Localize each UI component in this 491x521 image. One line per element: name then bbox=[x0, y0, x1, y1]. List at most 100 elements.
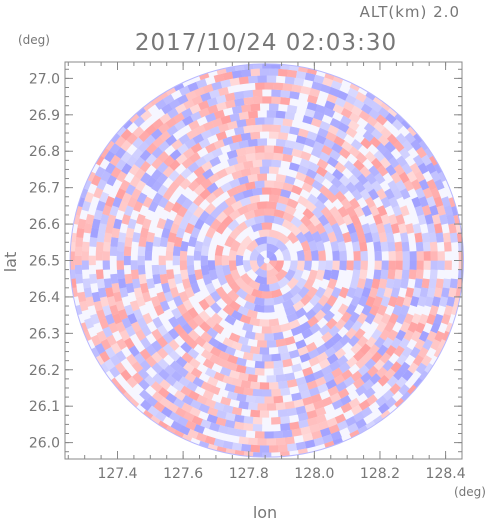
echo-cell bbox=[102, 204, 112, 216]
echo-cell bbox=[426, 178, 437, 191]
echo-cell bbox=[418, 196, 429, 208]
echo-cell bbox=[287, 69, 298, 78]
x-tick-label: 128.2 bbox=[360, 466, 400, 482]
echo-cell bbox=[441, 196, 451, 208]
echo-cell bbox=[372, 296, 383, 308]
echo-cell bbox=[439, 214, 449, 225]
echo-cell bbox=[311, 430, 323, 440]
echo-cell bbox=[254, 367, 265, 376]
echo-cell bbox=[332, 103, 345, 115]
echo-cell bbox=[205, 226, 217, 239]
echo-cell bbox=[258, 229, 270, 238]
echo-cell bbox=[314, 199, 327, 212]
echo-cell bbox=[399, 321, 411, 334]
echo-cell bbox=[159, 112, 172, 125]
echo-cell bbox=[289, 421, 300, 431]
echo-cell bbox=[135, 295, 146, 308]
echo-cell bbox=[297, 412, 309, 422]
echo-cell bbox=[238, 400, 249, 410]
echo-cell bbox=[392, 205, 403, 217]
echo-cell bbox=[206, 414, 218, 424]
echo-cell bbox=[259, 410, 270, 418]
echo-cell bbox=[430, 260, 438, 271]
echo-cell bbox=[173, 236, 183, 248]
echo-cell bbox=[145, 355, 157, 368]
echo-cell bbox=[186, 255, 194, 266]
echo-cell bbox=[132, 136, 144, 149]
echo-cell bbox=[221, 215, 234, 228]
echo-cell bbox=[112, 196, 123, 208]
echo-cell bbox=[395, 251, 403, 261]
echo-cell bbox=[133, 287, 143, 299]
echo-cell bbox=[252, 96, 263, 105]
echo-cell bbox=[385, 278, 395, 290]
echo-cell bbox=[280, 125, 291, 134]
echo-cell bbox=[416, 260, 424, 271]
echo-cell bbox=[266, 375, 277, 383]
echo-cell bbox=[316, 192, 329, 205]
echo-cell bbox=[81, 241, 90, 252]
echo-cell bbox=[162, 165, 175, 178]
echo-cell bbox=[264, 82, 275, 90]
echo-cell bbox=[384, 188, 395, 200]
echo-cell bbox=[289, 284, 302, 297]
echo-cell bbox=[254, 396, 265, 404]
echo-cell bbox=[293, 141, 305, 152]
echo-cell bbox=[273, 82, 284, 91]
echo-cell bbox=[302, 366, 314, 377]
echo-cell bbox=[70, 191, 80, 203]
echo-cell bbox=[139, 227, 149, 239]
echo-cell bbox=[166, 269, 175, 280]
echo-cell bbox=[156, 161, 169, 174]
echo-cell bbox=[176, 193, 188, 206]
echo-cell bbox=[334, 231, 345, 243]
echo-cell bbox=[317, 294, 330, 307]
echo-cell bbox=[380, 127, 393, 139]
echo-cell bbox=[281, 219, 294, 231]
echo-cell bbox=[273, 295, 285, 305]
echo-cell bbox=[307, 348, 320, 360]
echo-cell bbox=[140, 399, 152, 412]
echo-cell bbox=[83, 351, 95, 363]
echo-cell bbox=[246, 309, 258, 319]
echo-cell bbox=[126, 132, 138, 145]
echo-cell bbox=[97, 222, 107, 234]
echo-cell bbox=[412, 354, 424, 367]
echo-cell bbox=[230, 239, 241, 252]
echo-cell bbox=[145, 344, 157, 357]
echo-cell bbox=[93, 300, 103, 312]
echo-cell bbox=[319, 185, 331, 197]
echo-cell bbox=[227, 289, 240, 302]
echo-cell bbox=[302, 396, 314, 406]
echo-cell bbox=[161, 227, 171, 239]
echo-cell bbox=[210, 312, 223, 325]
echo-cell bbox=[307, 94, 319, 105]
echo-cell bbox=[81, 200, 92, 212]
echo-cell bbox=[402, 296, 413, 308]
echo-cell bbox=[141, 218, 152, 230]
echo-cell bbox=[364, 151, 377, 163]
echo-cell bbox=[192, 133, 205, 145]
echo-cell bbox=[271, 124, 282, 133]
echo-cell bbox=[158, 255, 166, 266]
echo-cell bbox=[123, 246, 132, 256]
echo-cell bbox=[213, 139, 225, 150]
echo-cell bbox=[96, 232, 106, 243]
echo-cell bbox=[331, 142, 344, 154]
echo-cell bbox=[312, 140, 325, 152]
echo-cell bbox=[271, 288, 283, 299]
echo-cell bbox=[301, 181, 314, 193]
echo-cell bbox=[292, 300, 305, 312]
echo-cell bbox=[231, 442, 243, 451]
echo-cell bbox=[413, 377, 425, 390]
echo-cell bbox=[261, 187, 272, 195]
echo-cell bbox=[254, 152, 265, 161]
echo-cell bbox=[211, 117, 223, 128]
echo-cell bbox=[136, 192, 148, 204]
echo-cell bbox=[296, 260, 305, 272]
echo-cell bbox=[261, 354, 272, 362]
echo-cell bbox=[222, 440, 234, 450]
echo-cell bbox=[380, 409, 392, 422]
echo-cell bbox=[264, 145, 275, 153]
echo-cell bbox=[280, 322, 292, 333]
